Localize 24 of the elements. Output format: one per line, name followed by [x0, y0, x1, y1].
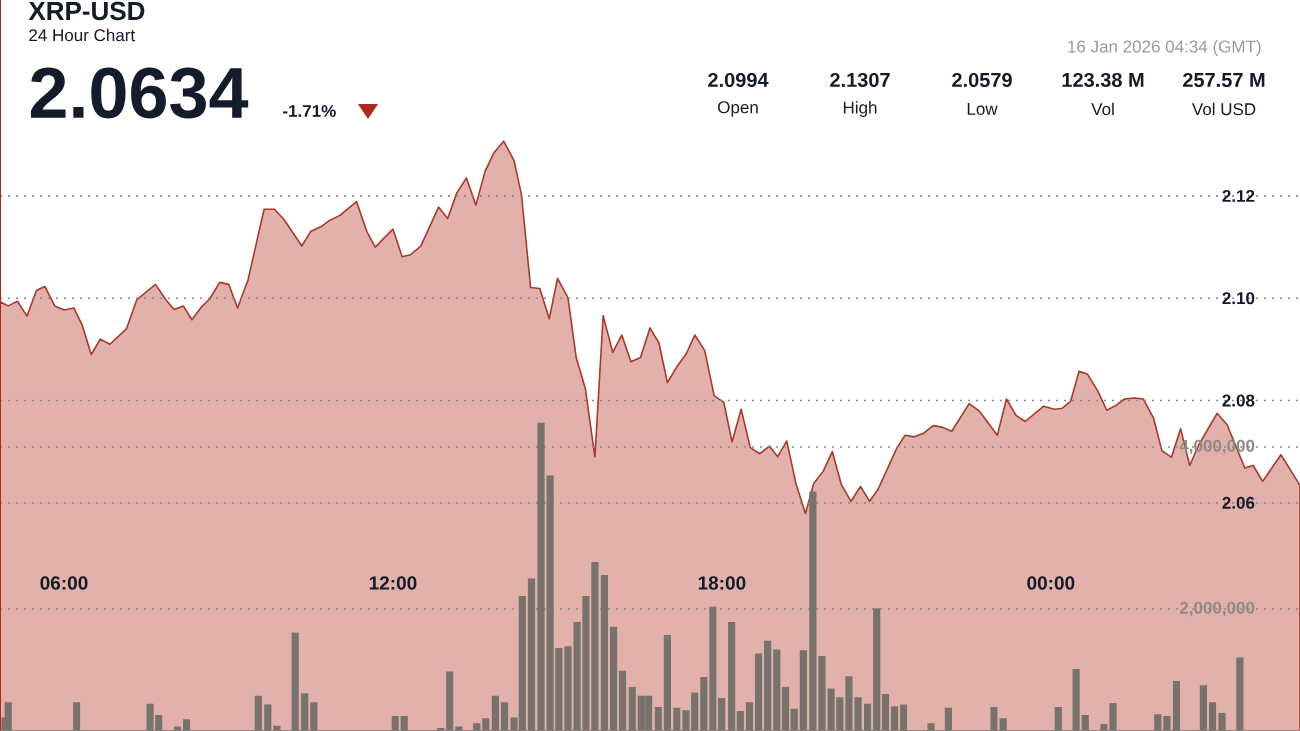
annotation: 2.0579 [952, 72, 1012, 88]
annotation: 123.38 M [1062, 72, 1144, 88]
annotation: -1.71% [283, 105, 336, 117]
annotation: 2.1307 [830, 72, 890, 88]
annotation: Vol USD [1191, 102, 1256, 116]
annotation: 257.57 M [1183, 72, 1265, 88]
x-tick-label: 12:00 [369, 576, 417, 590]
annotation: Vol [1091, 102, 1114, 116]
x-tick-label: 00:00 [1027, 576, 1075, 590]
x-tick-label: 06:00 [40, 576, 88, 590]
annotation: Open [718, 101, 758, 117]
y2-tick-label: 2,000,000 [1179, 601, 1255, 617]
chart-title: XRP-USD [28, 1, 145, 21]
annotation: 2.0994 [708, 72, 769, 88]
annotation: 16 Jan 2026 04:34 (GMT) [1068, 40, 1261, 56]
annotation: High [843, 101, 877, 117]
y-tick-label: 2.12 [1222, 189, 1255, 202]
y-tick-label: 2.08 [1222, 394, 1255, 407]
annotation: 2.0634 [30, 67, 249, 119]
y-tick-label: 2.06 [1222, 496, 1255, 509]
x-tick-label: 18:00 [698, 576, 746, 590]
annotation: Low [967, 103, 998, 115]
y-tick-label: 2.10 [1222, 292, 1255, 305]
text: 24 Hour Chart [29, 28, 136, 42]
